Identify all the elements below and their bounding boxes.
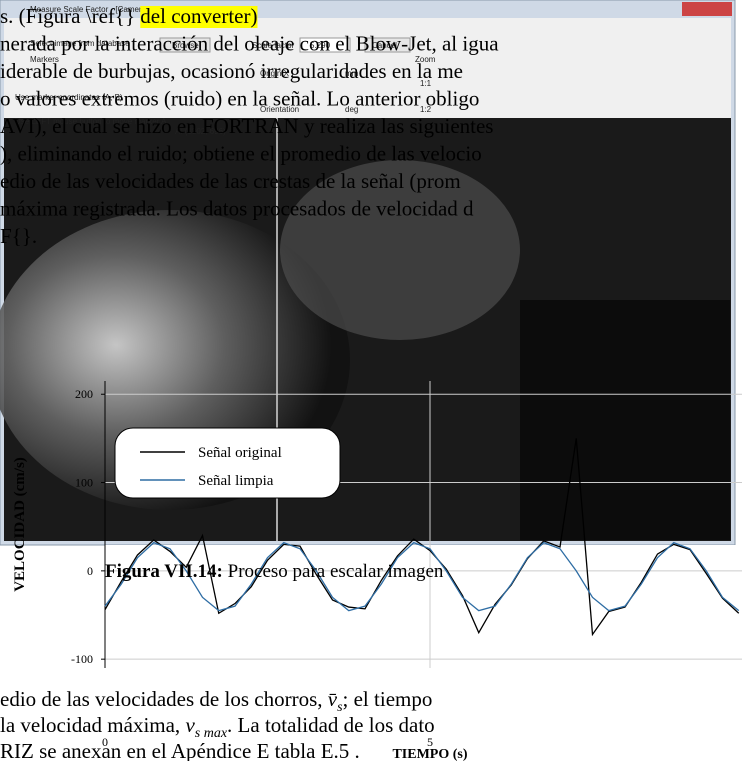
text-span: del converter) [140,4,257,28]
caption-label: Figura VII.14: [105,561,223,582]
label: Use LEFT mouse button to move marker A [15,117,167,126]
text-line: F{}. [0,224,37,248]
caption: Figura VII.14: Proceso para escalar imag… [105,561,444,582]
legend-label: Señal limpia [198,473,274,489]
text-line: RIZ se anexan en el Apéndice E tabla E.5… [0,739,360,761]
text-span: s max [195,726,228,741]
legend-label: Señal original [198,445,282,461]
text-line: o valores extremos (ruido) en la señal. … [0,87,479,111]
text-span: o valores extremos (ruido) en la señal. … [0,87,479,111]
label: deg [345,105,358,114]
text-span: s. (Figura \ref{} [0,4,140,28]
text-span: la velocidad máxima, [0,713,185,737]
label: Scale factor [252,41,295,50]
checkbox[interactable]: Use marker coordinates (A, B) [15,93,123,102]
window-title: Measure Scale Factor - [Camera 1: FlowSe… [30,5,227,14]
y-tick-label: 0 [87,564,93,578]
text-line: edio de las velocidades de los chorros, … [0,687,432,715]
text-line: iderable de burbujas, ocasionó irregular… [0,59,463,83]
plot-background [105,545,742,668]
button[interactable]: Browse [172,41,199,50]
x-tick-label: 0 [102,735,108,749]
label: A: (1302, 696) [175,127,226,136]
label: Markers [30,55,59,64]
text-span: edio de las velocidades de los chorros, [0,687,328,711]
text-span: iderable de burbujas, ocasionó irregular… [0,59,463,83]
radio[interactable]: 1:1 [420,79,432,88]
label: mm [345,69,359,78]
text-line: nerada por la interacción del oleaje con… [0,32,499,56]
text-line: AVI), el cual se hizo en FORTRAN y reali… [0,114,493,138]
text-line: máxima registrada. Los datos procesados … [0,197,474,221]
x-tick-label: 5 [427,735,433,749]
text-line: ), eliminando el ruido; obtiene el prome… [0,142,482,166]
input[interactable]: 5.290 [310,41,331,50]
text-span: s [337,700,343,715]
text-span: edio de las velocidades de las crestas d… [0,169,461,193]
text-span: . La totalidad de los dato [227,713,435,737]
document-text: s. (Figura \ref{} del converter) nerada p… [0,4,499,763]
button[interactable]: Cancel [372,41,397,50]
text-line: edio de las velocidades de las crestas d… [0,169,461,193]
y-tick-label: 100 [75,476,93,490]
y-tick-label: -100 [71,652,93,666]
caption-text: Proceso para escalar imagen [223,561,444,582]
text-line: s. (Figura \ref{} del converter) [0,4,257,28]
text-span: AVI), el cual se hizo en FORTRAN y reali… [0,114,493,138]
label: Origin X [260,69,290,78]
text-span: RIZ se anexan en el Apéndice E tabla E.5… [0,739,360,761]
text-span: v [185,713,195,737]
text-span: máxima registrada. Los datos procesados … [0,197,474,221]
y-tick-label: 200 [75,387,93,401]
text-span: F{}. [0,224,37,248]
x-axis-title: TIEMPO (s) [392,747,467,761]
highlight [140,6,258,28]
label: Zoom [415,55,436,64]
text-span: ; el tiempo [343,687,433,711]
text-span: nerada por la interacción del oleaje con… [0,32,499,56]
radio[interactable]: 1:2 [420,105,432,114]
y-axis-title: VELOCIDAD (cm/s) [12,457,28,592]
series-line [104,541,740,612]
text-span: v̄ [328,687,338,711]
label: Select image from database [30,39,130,48]
label: Orientation [260,105,299,114]
text-span: ), eliminando el ruido; obtiene el prome… [0,142,482,166]
text-line: la velocidad máxima, vs max. La totalida… [0,713,435,741]
